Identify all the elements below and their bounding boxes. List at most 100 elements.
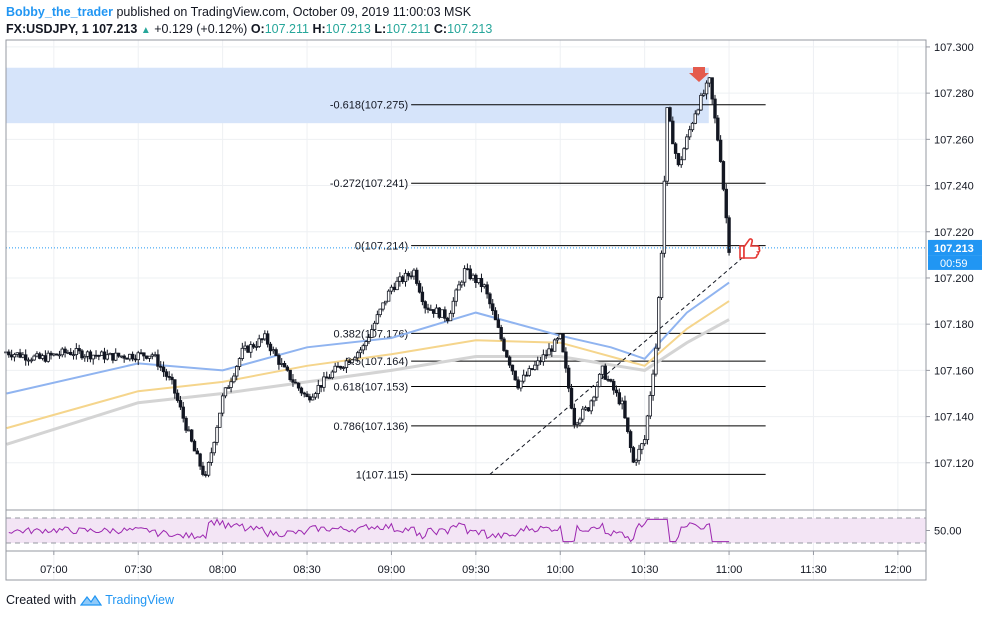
candle-body[interactable] [142,352,146,357]
candle-body[interactable] [398,276,402,282]
candle-body[interactable] [637,448,641,461]
candle-body[interactable] [40,355,45,359]
candle-body[interactable] [538,360,543,363]
candle-body[interactable] [550,348,554,352]
candle-body[interactable] [49,352,53,356]
candle-body[interactable] [246,345,250,353]
candle-body[interactable] [493,310,498,321]
candle-body[interactable] [159,365,163,368]
candle-body[interactable] [386,290,391,302]
candle-body[interactable] [620,400,624,405]
candle-body[interactable] [240,347,245,359]
candle-body[interactable] [319,385,323,388]
candle-body[interactable] [136,352,140,361]
candle-body[interactable] [460,281,464,286]
candle-body[interactable] [277,355,281,365]
candle-body[interactable] [9,354,14,358]
candle-body[interactable] [130,353,135,360]
candle-body[interactable] [302,392,306,395]
candle-body[interactable] [713,98,717,119]
candle-body[interactable] [99,351,104,356]
candle-body[interactable] [122,355,126,359]
candle-body[interactable] [716,117,720,141]
candle-body[interactable] [85,351,90,357]
candle-body[interactable] [454,289,458,302]
candle-body[interactable] [313,393,318,398]
candle-body[interactable] [249,344,253,353]
candle-body[interactable] [682,148,686,161]
candle-body[interactable] [204,474,208,476]
candle-body[interactable] [339,365,343,369]
candle-body[interactable] [555,338,560,341]
candle-body[interactable] [265,333,270,345]
candle-body[interactable] [603,365,607,380]
candle-body[interactable] [355,352,360,359]
candle-body[interactable] [595,386,599,398]
candle-body[interactable] [617,392,622,405]
candle-body[interactable] [704,82,709,95]
candle-body[interactable] [431,309,436,314]
candle-body[interactable] [668,107,672,122]
candle-body[interactable] [57,354,62,357]
author-link[interactable]: Bobby_the_trader [6,5,113,19]
candle-body[interactable] [491,303,495,312]
candle-body[interactable] [634,459,638,463]
candle-body[interactable] [524,374,529,377]
candle-body[interactable] [600,365,605,375]
candle-body[interactable] [77,348,81,352]
candle-body[interactable] [97,354,101,357]
candle-body[interactable] [178,400,183,408]
candle-body[interactable] [651,373,655,396]
candle-body[interactable] [583,407,588,410]
candle-body[interactable] [499,327,503,340]
candle-body[interactable] [533,364,537,370]
candle-body[interactable] [370,329,374,338]
candle-body[interactable] [54,353,59,356]
candle-body[interactable] [589,400,593,412]
candle-body[interactable] [558,333,562,339]
candle-body[interactable] [516,379,520,389]
candle-body[interactable] [488,293,492,305]
symbol-label[interactable]: FX:USDJPY, 1 [6,22,89,36]
tradingview-link[interactable]: TradingView [105,593,174,607]
candle-body[interactable] [251,344,256,348]
candle-body[interactable] [341,367,346,369]
candle-body[interactable] [220,395,225,414]
candle-body[interactable] [631,447,636,463]
candle-body[interactable] [727,217,731,253]
candle-body[interactable] [434,307,439,314]
candle-body[interactable] [294,381,298,384]
candle-body[interactable] [111,353,115,361]
candle-body[interactable] [426,307,430,310]
candle-body[interactable] [32,355,36,361]
candle-body[interactable] [63,348,67,354]
candle-body[interactable] [232,375,236,383]
candle-body[interactable] [23,354,28,361]
candle-body[interactable] [29,359,34,362]
candle-body[interactable] [7,351,11,356]
candle-body[interactable] [215,426,219,443]
candle-body[interactable] [35,353,39,357]
candle-body[interactable] [521,374,526,382]
candle-body[interactable] [578,418,582,424]
candle-body[interactable] [119,355,124,358]
candle-body[interactable] [541,354,546,363]
candle-body[interactable] [243,345,247,349]
candle-body[interactable] [707,77,712,84]
candle-body[interactable] [268,343,273,352]
candle-body[interactable] [189,429,194,442]
candle-body[interactable] [662,180,667,254]
price-chart[interactable]: -0.618(107.275) -0.272(107.241) 0(107.214)… [0,0,988,590]
candle-body[interactable] [626,417,630,432]
candle-body[interactable] [161,366,166,373]
candle-body[interactable] [384,300,388,304]
candle-body[interactable] [569,387,574,409]
candle-body[interactable] [685,136,689,150]
candle-body[interactable] [173,379,177,394]
candle-body[interactable] [372,322,377,331]
candle-body[interactable] [218,412,222,428]
candle-body[interactable] [657,297,661,349]
candle-body[interactable] [235,366,239,377]
candle-body[interactable] [519,380,523,389]
candle-body[interactable] [693,113,697,124]
